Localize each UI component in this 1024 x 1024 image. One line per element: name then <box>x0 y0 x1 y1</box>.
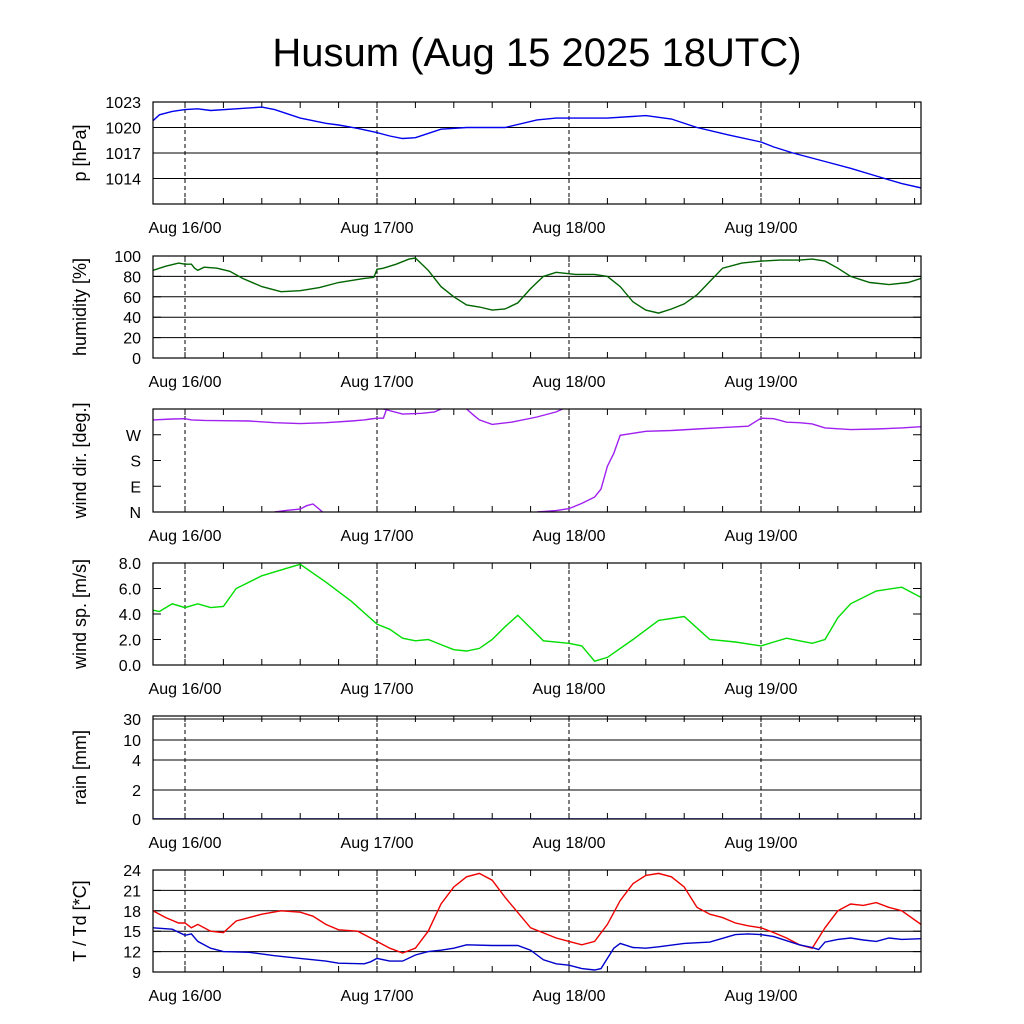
y-axis-label-rain: rain [mm] <box>70 730 90 805</box>
y-tick-label-wind_speed-3: 2.0 <box>119 633 141 650</box>
x-tick-label-wind_direction-1: Aug 17/00 <box>341 528 414 545</box>
y-tick-label-temperature-5: 9 <box>132 965 141 982</box>
frame-humidity <box>152 255 922 359</box>
y-tick-label-wind_speed-1: 6.0 <box>119 582 141 599</box>
y-tick-label-wind_speed-2: 4.0 <box>119 607 141 624</box>
y-tick-label-humidity-4: 20 <box>123 331 141 348</box>
x-tick-label-humidity-1: Aug 17/00 <box>341 374 414 391</box>
frame-wind_speed <box>152 562 922 666</box>
frame-rain <box>152 715 922 820</box>
series-line-temperature-0 <box>153 872 921 954</box>
x-tick-label-humidity-2: Aug 18/00 <box>533 374 606 391</box>
y-tick-label-wind_speed-4: 0.0 <box>119 658 141 675</box>
series-line-wind_direction-0 <box>153 409 388 425</box>
y-tick-label-rain-3: 2 <box>132 783 141 800</box>
x-tick-label-temperature-3: Aug 19/00 <box>725 988 798 1005</box>
y-tick-label-humidity-1: 80 <box>123 269 141 286</box>
panel-humidity: 100 80 60 40 20 0 Aug 16/00 Aug 17/00 Aug 18/00 A… <box>70 249 922 391</box>
x-tick-label-rain-2: Aug 18/00 <box>533 835 606 852</box>
y-tick-label-temperature-1: 21 <box>123 883 141 900</box>
x-tick-label-pressure-1: Aug 17/00 <box>341 220 414 237</box>
y-tick-label-wind_speed-0: 8.0 <box>119 556 141 573</box>
y-tick-label-wind_direction-0: W <box>126 428 142 445</box>
x-tick-label-wind_direction-2: Aug 18/00 <box>533 528 606 545</box>
series-line-wind_direction-4 <box>536 417 921 512</box>
frame-temperature <box>152 869 922 973</box>
panel-pressure: 1023 1020 1017 1014 Aug 16/00 Aug 17/00 Aug 18… <box>70 95 922 237</box>
y-axis-label-wind_direction: wind dir. [deg.] <box>70 402 90 519</box>
panel-wind_speed: 8.0 6.0 4.0 2.0 0.0 Aug 16/00 Aug 17/00 Aug 18/… <box>70 556 922 698</box>
x-tick-label-wind_speed-3: Aug 19/00 <box>725 681 798 698</box>
y-tick-label-pressure-3: 1014 <box>105 172 141 189</box>
y-axis-label-wind_speed: wind sp. [m/s] <box>70 559 90 670</box>
y-tick-label-rain-1: 10 <box>123 733 141 750</box>
x-tick-label-wind_direction-0: Aug 16/00 <box>149 528 222 545</box>
y-axis-label-pressure: p [hPa] <box>70 124 90 181</box>
x-tick-label-rain-0: Aug 16/00 <box>149 835 222 852</box>
frame-wind_direction <box>152 408 922 513</box>
series-line-humidity-0 <box>153 257 921 314</box>
series-line-wind_direction-2 <box>466 409 563 426</box>
y-tick-label-pressure-1: 1020 <box>105 121 141 138</box>
series-line-wind_direction-1 <box>274 503 324 512</box>
y-tick-label-wind_direction-1: S <box>130 454 141 471</box>
series-line-wind_speed-0 <box>153 563 921 663</box>
y-tick-label-pressure-2: 1017 <box>105 146 141 163</box>
y-tick-label-rain-2: 4 <box>132 753 141 770</box>
frame-pressure <box>152 101 922 205</box>
chart-title: Husum (Aug 15 2025 18UTC) <box>272 31 801 75</box>
y-tick-label-temperature-3: 15 <box>123 924 141 941</box>
y-tick-label-temperature-4: 12 <box>123 945 141 962</box>
y-tick-label-rain-0: 30 <box>123 712 141 729</box>
series-line-temperature-1 <box>153 927 921 971</box>
y-tick-label-wind_direction-2: E <box>130 479 141 496</box>
y-tick-label-rain-4: 0 <box>132 812 141 829</box>
y-axis-label-temperature: T / Td [*C] <box>70 880 90 961</box>
x-tick-label-pressure-3: Aug 19/00 <box>725 220 798 237</box>
x-tick-label-temperature-1: Aug 17/00 <box>341 988 414 1005</box>
x-tick-label-temperature-0: Aug 16/00 <box>149 988 222 1005</box>
y-tick-label-wind_direction-3: N <box>129 505 141 522</box>
y-tick-label-humidity-3: 40 <box>123 310 141 327</box>
y-tick-label-temperature-2: 18 <box>123 904 141 921</box>
x-tick-label-humidity-3: Aug 19/00 <box>725 374 798 391</box>
series-line-wind_direction-3 <box>383 409 442 415</box>
y-tick-label-humidity-0: 100 <box>114 249 141 266</box>
y-tick-label-humidity-2: 60 <box>123 290 141 307</box>
panel-rain: 30 10 4 2 0 Aug 16/00 Aug 17/00 Aug 18/00 Aug 19… <box>70 712 922 852</box>
x-tick-label-wind_speed-1: Aug 17/00 <box>341 681 414 698</box>
x-tick-label-wind_speed-0: Aug 16/00 <box>149 681 222 698</box>
x-tick-label-pressure-2: Aug 18/00 <box>533 220 606 237</box>
x-tick-label-wind_speed-2: Aug 18/00 <box>533 681 606 698</box>
x-tick-label-pressure-0: Aug 16/00 <box>149 220 222 237</box>
y-tick-label-temperature-0: 24 <box>123 863 141 880</box>
x-tick-label-rain-3: Aug 19/00 <box>725 835 798 852</box>
y-axis-label-humidity: humidity [%] <box>70 258 90 356</box>
x-tick-label-temperature-2: Aug 18/00 <box>533 988 606 1005</box>
x-tick-label-rain-1: Aug 17/00 <box>341 835 414 852</box>
y-tick-label-pressure-0: 1023 <box>105 95 141 112</box>
x-tick-label-humidity-0: Aug 16/00 <box>149 374 222 391</box>
x-tick-label-wind_direction-3: Aug 19/00 <box>725 528 798 545</box>
y-tick-label-humidity-5: 0 <box>132 351 141 368</box>
series-line-pressure-0 <box>153 106 921 189</box>
panel-temperature: 24 21 18 15 12 9 Aug 16/00 Aug 17/00 Aug 18/00 Au… <box>70 863 922 1005</box>
